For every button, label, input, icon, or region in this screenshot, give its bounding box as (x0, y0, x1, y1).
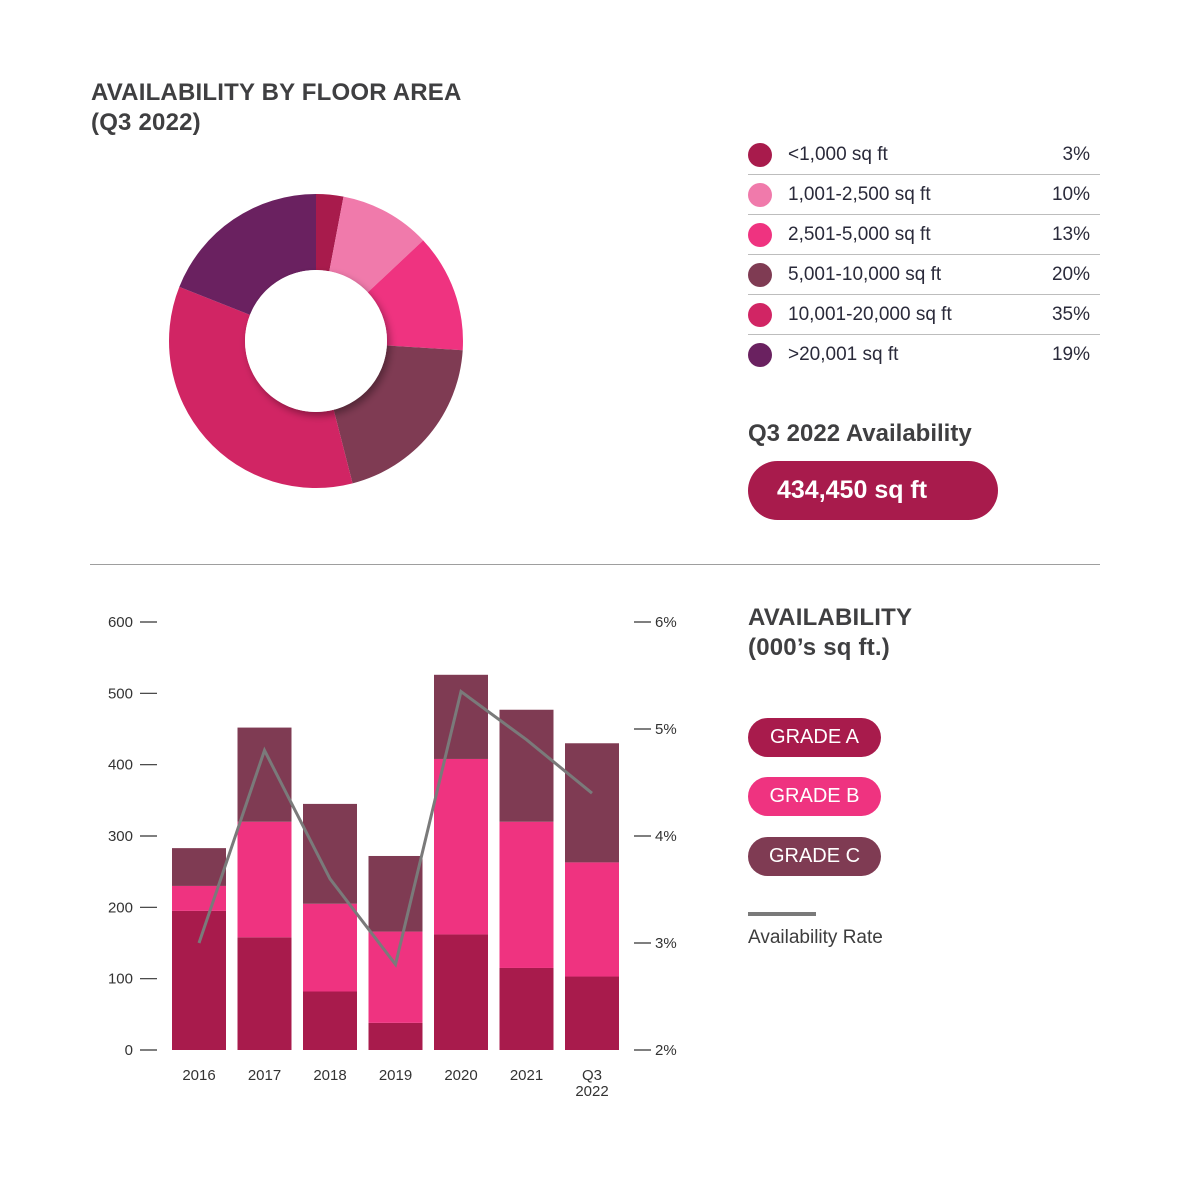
legend-item-5001-10000: 5,001-10,000 sq ft 20% (748, 255, 1100, 295)
bar-segment-grade-a (565, 976, 619, 1050)
legend-grade-b: GRADE B (748, 777, 881, 816)
legend-grade-c: GRADE C (748, 837, 881, 876)
availability-rate-line (197, 689, 593, 968)
bar-segment-grade-a (499, 967, 554, 1050)
donut-slice-3 (333, 345, 463, 484)
legend-label: 1,001-2,500 sq ft (788, 184, 931, 205)
legend-swatch (748, 223, 772, 247)
x-tick-label: 2019 (379, 1067, 412, 1084)
summary-title: Q3 2022 Availability (748, 420, 972, 447)
summary-value-badge: 434,450 sq ft (748, 461, 998, 520)
bar-segment-grade-a (237, 937, 292, 1050)
donut-slice-2 (367, 240, 463, 351)
bar-segment-grade-b (237, 821, 292, 938)
bar-segment-grade-c (368, 855, 423, 932)
legend-label: >20,001 sq ft (788, 344, 899, 365)
y-right-tick-label: 4% (655, 828, 677, 845)
legend-percent: 35% (1051, 304, 1090, 325)
legend-rate-line-swatch (748, 912, 816, 916)
bar-segment-grade-c (434, 674, 488, 759)
y-right-tick-label: 5% (655, 721, 677, 738)
donut-slice-0 (316, 194, 344, 272)
bar-segment-grade-a (434, 934, 488, 1050)
availability-bar-chart: 0 100 200 300 400 500 600 2% 3% 4% 5% 6% 2016 2017 201… (108, 614, 677, 1100)
bar-chart-title-line2: (000’s sq ft.) (748, 634, 890, 661)
legend-percent: 3% (1062, 144, 1090, 165)
donut-chart-title-line2: (Q3 2022) (91, 109, 201, 136)
bar-segment-grade-c (565, 743, 619, 863)
y-left-tick-label: 500 (108, 685, 133, 702)
legend-item-2501-5000: 2,501-5,000 sq ft 13% (748, 215, 1100, 255)
y-left-tick-label: 600 (108, 614, 133, 631)
legend-percent: 20% (1051, 264, 1090, 285)
legend-item-10001-20000: 10,001-20,000 sq ft 35% (748, 295, 1100, 335)
floor-area-legend: <1,000 sq ft 3% 1,001-2,500 sq ft 10% 2,… (748, 135, 1100, 374)
bar-chart-title: AVAILABILITY (000’s sq ft.) (748, 603, 912, 663)
donut-chart-title: AVAILABILITY BY FLOOR AREA (Q3 2022) (91, 78, 462, 138)
bar-segment-grade-c (172, 848, 226, 886)
legend-item-over-20001: >20,001 sq ft 19% (748, 335, 1100, 374)
x-tick-label: 2020 (444, 1067, 477, 1084)
legend-label: 5,001-10,000 sq ft (788, 264, 942, 285)
legend-rate-label: Availability Rate (748, 927, 883, 948)
bar-segment-grade-b (303, 903, 357, 992)
bar-segment-grade-b (499, 821, 554, 968)
donut-chart-title-line1: AVAILABILITY BY FLOOR AREA (91, 79, 462, 106)
legend-label: <1,000 sq ft (788, 144, 888, 165)
legend-swatch (748, 263, 772, 287)
x-tick-label: Q3 2022 (575, 1067, 608, 1100)
y-left-tick-label: 300 (108, 828, 133, 845)
donut-hole (245, 270, 387, 412)
donut-slice-1 (329, 196, 424, 293)
legend-percent: 10% (1051, 184, 1090, 205)
y-left-tick-label: 400 (108, 757, 133, 774)
bar-segment-grade-c (303, 803, 357, 904)
x-tick-label: 2016 (182, 1067, 215, 1084)
bar-segment-grade-c (499, 709, 554, 822)
legend-swatch (748, 183, 772, 207)
y-right-tick-label: 2% (655, 1042, 677, 1059)
bar-segment-grade-b (368, 931, 423, 1023)
legend-swatch (748, 343, 772, 367)
bar-segment-grade-a (172, 910, 226, 1050)
legend-swatch (748, 143, 772, 167)
bar-segment-grade-b (434, 758, 488, 935)
donut-slice-4 (169, 286, 353, 488)
bar-segment-grade-a (368, 1022, 423, 1050)
y-right-tick-label: 3% (655, 935, 677, 952)
y-left-tick-label: 200 (108, 899, 133, 916)
donut-slice-5 (179, 194, 316, 315)
bar-segment-grade-a (303, 991, 357, 1050)
legend-label: 2,501-5,000 sq ft (788, 224, 931, 245)
floor-area-donut-chart (169, 194, 463, 488)
legend-item-under-1000: <1,000 sq ft 3% (748, 135, 1100, 175)
x-tick-label: 2017 (248, 1067, 281, 1084)
x-tick-label: 2018 (313, 1067, 346, 1084)
bar-segment-grade-b (565, 862, 619, 977)
legend-percent: 13% (1051, 224, 1090, 245)
legend-grade-a: GRADE A (748, 718, 881, 757)
y-right-tick-label: 6% (655, 614, 677, 631)
legend-label: 10,001-20,000 sq ft (788, 304, 952, 325)
x-tick-label: 2021 (510, 1067, 543, 1084)
legend-percent: 19% (1051, 344, 1090, 365)
bar-chart-title-line1: AVAILABILITY (748, 604, 913, 631)
y-left-tick-label: 0 (125, 1042, 133, 1059)
legend-swatch (748, 303, 772, 327)
legend-item-1001-2500: 1,001-2,500 sq ft 10% (748, 175, 1100, 215)
section-divider (90, 564, 1100, 565)
y-left-tick-label: 100 (108, 971, 133, 988)
